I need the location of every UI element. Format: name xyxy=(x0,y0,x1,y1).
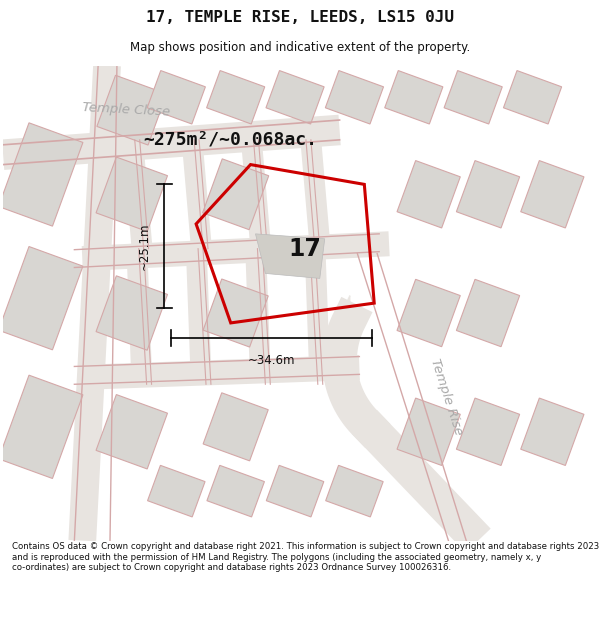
Polygon shape xyxy=(444,71,502,124)
Polygon shape xyxy=(203,159,269,230)
Polygon shape xyxy=(521,161,584,228)
Polygon shape xyxy=(397,279,460,347)
Polygon shape xyxy=(96,394,167,469)
Text: ~34.6m: ~34.6m xyxy=(248,354,296,367)
Polygon shape xyxy=(457,398,520,466)
Text: Temple Close: Temple Close xyxy=(82,101,171,119)
Polygon shape xyxy=(325,71,383,124)
Polygon shape xyxy=(147,71,205,124)
Polygon shape xyxy=(207,466,265,517)
Text: 17: 17 xyxy=(289,237,322,261)
Polygon shape xyxy=(521,398,584,466)
Polygon shape xyxy=(0,123,83,226)
Polygon shape xyxy=(266,71,324,124)
Polygon shape xyxy=(0,375,83,479)
Text: ~25.1m: ~25.1m xyxy=(137,222,151,270)
Polygon shape xyxy=(203,279,268,347)
Polygon shape xyxy=(206,71,265,124)
Polygon shape xyxy=(326,466,383,517)
Polygon shape xyxy=(203,392,268,461)
Polygon shape xyxy=(457,279,520,347)
Text: ~275m²/~0.068ac.: ~275m²/~0.068ac. xyxy=(144,131,318,149)
Polygon shape xyxy=(96,276,167,350)
Text: Contains OS data © Crown copyright and database right 2021. This information is : Contains OS data © Crown copyright and d… xyxy=(12,542,599,572)
Polygon shape xyxy=(503,71,562,124)
Polygon shape xyxy=(97,75,167,145)
Polygon shape xyxy=(96,157,167,231)
Polygon shape xyxy=(0,246,83,350)
Polygon shape xyxy=(397,398,460,466)
Text: Map shows position and indicative extent of the property.: Map shows position and indicative extent… xyxy=(130,41,470,54)
Text: 17, TEMPLE RISE, LEEDS, LS15 0JU: 17, TEMPLE RISE, LEEDS, LS15 0JU xyxy=(146,10,454,25)
Polygon shape xyxy=(385,71,443,124)
Polygon shape xyxy=(148,466,205,517)
Polygon shape xyxy=(266,466,324,517)
Text: Temple Rise: Temple Rise xyxy=(428,357,465,437)
Polygon shape xyxy=(256,234,325,278)
Polygon shape xyxy=(457,161,520,228)
Polygon shape xyxy=(397,161,460,228)
